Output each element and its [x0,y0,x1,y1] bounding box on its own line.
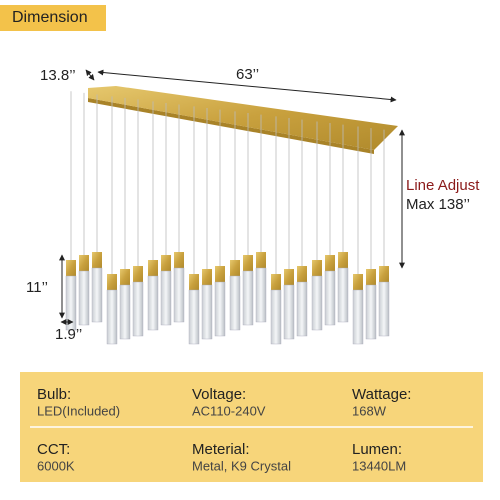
pendant-crystal [160,270,172,326]
pendant-cap [353,274,363,290]
canopy-side [88,98,374,154]
spec-label: Meterial: [192,441,250,458]
pendant-crystal [214,281,226,337]
spec-label: Bulb: [37,386,71,403]
pendant-cap [243,255,253,271]
pendant-cap [379,266,389,282]
header-badge [0,5,106,31]
spec-value: 6000K [37,458,75,473]
pendant-cap [120,269,130,285]
header-title: Dimension [12,9,88,26]
depth-arrow [85,69,95,81]
pendant-cap [66,260,76,276]
pendant-cap [107,274,117,290]
spec-value: 168W [352,403,387,418]
pendant-crystal [78,270,90,326]
pendant-cap [338,252,348,268]
max-length-label: Max 138’’ [406,196,470,213]
pendant-cap [189,274,199,290]
pendant-cap [148,260,158,276]
pendant-cap [230,260,240,276]
pendant-crystal [255,267,267,323]
pendant-crystal [119,284,131,340]
pendant-crystal [311,275,323,331]
pendant-crystal [365,284,377,340]
pendant-cap [284,269,294,285]
pendant-cap [325,255,335,271]
spec-value: LED(Included) [37,403,120,418]
pendant-crystal [173,267,185,323]
pendant-crystal [132,281,144,337]
spec-label: CCT: [37,441,70,458]
pendant-crystal [65,275,77,331]
pendant-crystal [378,281,390,337]
pendant-cap [256,252,266,268]
pendant-cap [297,266,307,282]
pendant-crystal [296,281,308,337]
spec-value: Metal, K9 Crystal [192,458,291,473]
pendant-crystal [324,270,336,326]
pendant-crystal [106,289,118,345]
pendant-cap [92,252,102,268]
spec-label: Wattage: [352,386,411,403]
spec-value: 13440LM [352,458,406,473]
pendant-cap [271,274,281,290]
pendant-cap [161,255,171,271]
pendant-crystal [229,275,241,331]
pendant-cap [366,269,376,285]
pendant-crystal [201,284,213,340]
pendant-cap [202,269,212,285]
height-label: 11’’ [26,279,48,296]
pendant-cap [312,260,322,276]
pendant-crystal [270,289,282,345]
spec-label: Lumen: [352,441,402,458]
fixture [65,86,398,345]
pendant-cap [79,255,89,271]
pendant-cap [133,266,143,282]
pendant-cap [215,266,225,282]
spec-label: Voltage: [192,386,246,403]
pendant-crystal [283,284,295,340]
depth-label: 13.8’’ [40,67,76,84]
spec-value: AC110-240V [192,403,266,418]
pendant-crystal [188,289,200,345]
pendant-crystal [337,267,349,323]
length-label: 63’’ [236,66,259,83]
pendant-crystal [352,289,364,345]
diameter-label: 1.9’’ [55,326,82,343]
length-arrow [97,69,397,103]
pendant-crystal [91,267,103,323]
pendant-cap [174,252,184,268]
pendant-crystal [242,270,254,326]
pendant-crystal [147,275,159,331]
line-adjust-label: Line Adjust [406,177,480,194]
